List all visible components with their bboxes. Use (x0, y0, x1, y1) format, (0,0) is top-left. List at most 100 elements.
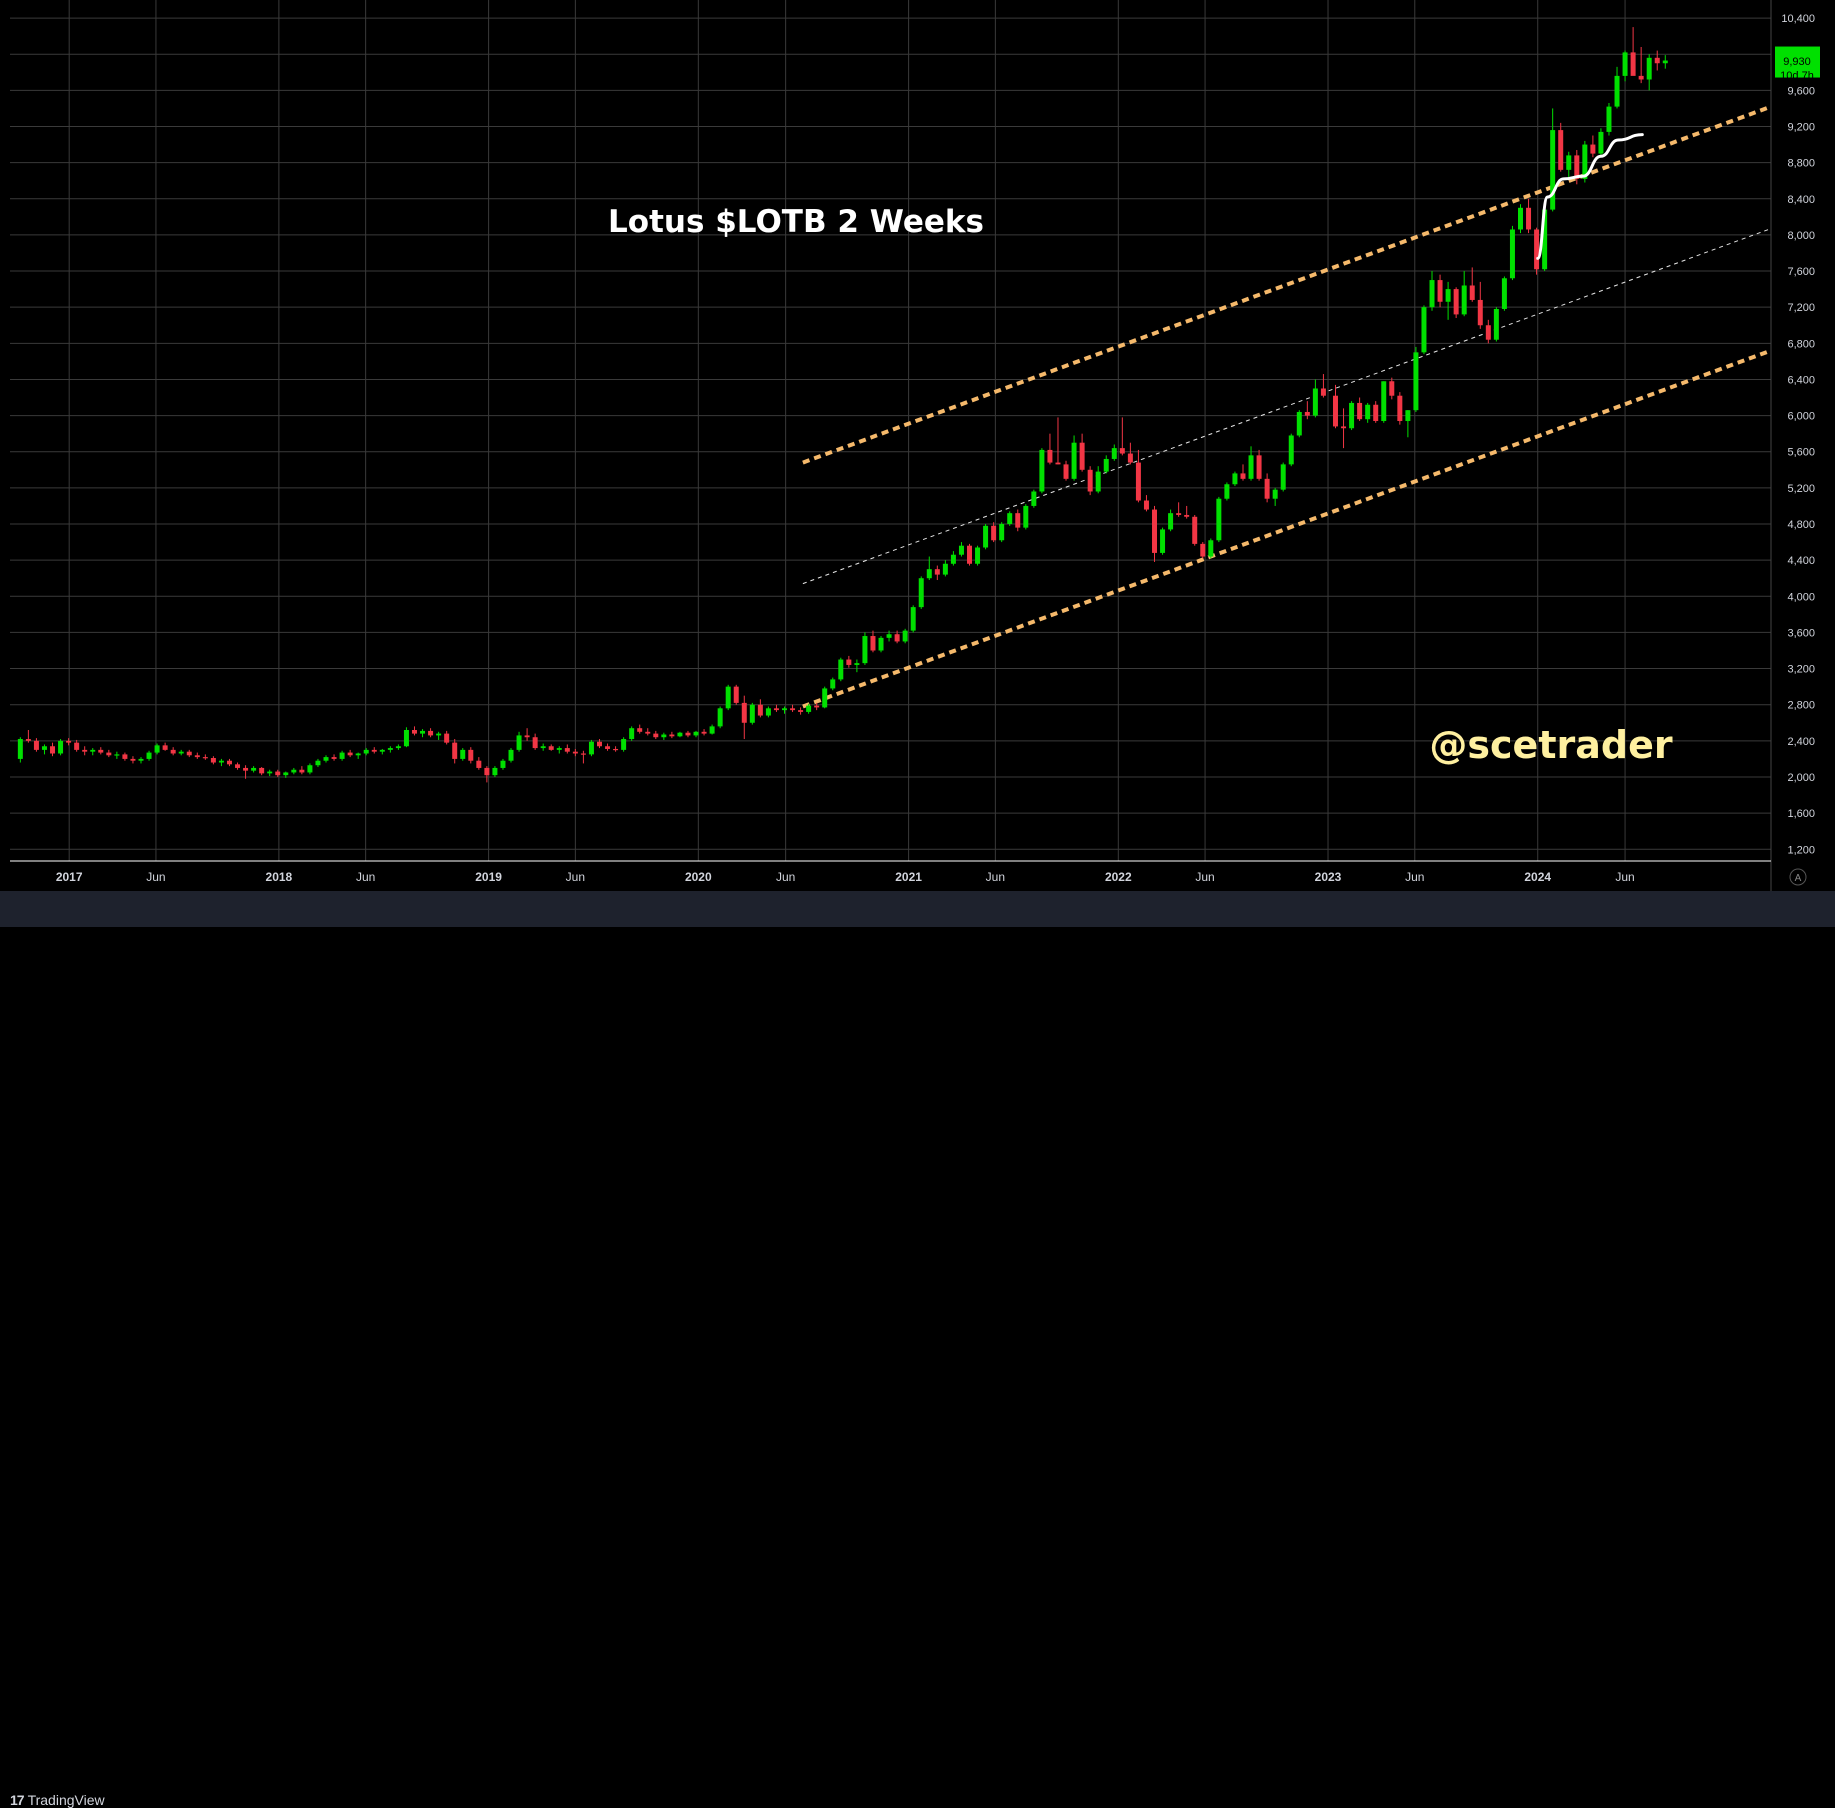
candle-body (685, 732, 691, 736)
time-tick-label: 2019 (475, 870, 502, 884)
candle-body (1590, 144, 1596, 154)
candle-body (1445, 289, 1451, 302)
auto-scale-button[interactable]: A (1789, 868, 1807, 886)
candle-body (596, 741, 602, 747)
candle-body (1095, 471, 1101, 492)
candle-body (870, 636, 876, 651)
candle-body (717, 708, 723, 727)
channel-lower-line (802, 348, 1772, 709)
price-tick-label: 7,200 (1787, 302, 1815, 314)
candle-body (1453, 289, 1459, 315)
candle-body (605, 746, 611, 749)
candle-body (1264, 478, 1270, 499)
price-chart[interactable]: Lotus $LOTB 2 Weeks @scetrader 1,200 1,60… (0, 0, 1835, 891)
price-tick-label: 8,000 (1787, 230, 1815, 242)
auto-scale-circle[interactable] (1789, 868, 1807, 886)
candle-body (653, 733, 659, 738)
auto-scale-label[interactable]: A (1795, 873, 1802, 884)
candle-body (1168, 513, 1174, 530)
candle-body (146, 752, 152, 759)
price-tag-background (1775, 46, 1820, 78)
price-tick-label: 8,400 (1787, 194, 1815, 206)
candle-body (1606, 106, 1612, 132)
candle-body (1312, 388, 1318, 416)
candle-body (621, 739, 627, 750)
candle-body (1304, 411, 1310, 416)
price-tick-label: 6,000 (1787, 411, 1815, 423)
candle-body (307, 765, 313, 773)
candle-body (1288, 435, 1294, 465)
candle-body (798, 710, 804, 712)
candle-body (1143, 500, 1149, 510)
candle-body (363, 749, 369, 754)
candle-body (1160, 529, 1166, 553)
candle-body (1216, 498, 1222, 541)
candle-body (1397, 395, 1403, 422)
candle-body (243, 767, 249, 771)
tradingview-mark-icon: 17 (10, 1792, 25, 1808)
candle-body (1598, 131, 1604, 154)
candle-body (894, 634, 900, 642)
candle-body (1349, 402, 1355, 429)
candle-body (1200, 543, 1206, 557)
candle-body (1526, 207, 1532, 230)
candle-body (1550, 130, 1556, 210)
candle-body (1429, 280, 1435, 308)
time-axis[interactable]: 2017 Jun 2018 Jun 2019 Jun 2020 Jun 2021 Jun 2022 J… (10, 860, 1771, 884)
candle-body (1031, 491, 1037, 506)
candle-body (806, 705, 812, 712)
candle-body (862, 636, 868, 664)
candle-body (1176, 513, 1182, 515)
candle-body (983, 525, 989, 548)
candle-body (942, 563, 948, 575)
candle-body (420, 730, 426, 734)
candle-body (315, 760, 321, 766)
candle-body (782, 708, 787, 711)
candle-body (235, 764, 241, 768)
price-tick-label: 9,600 (1787, 85, 1815, 97)
candle-body (114, 754, 120, 756)
candle-body (556, 748, 562, 750)
candle-body (765, 708, 771, 716)
time-tick-label: Jun (1405, 870, 1424, 884)
candle-body (548, 746, 554, 750)
candle-body (934, 569, 940, 575)
candle-body (701, 731, 707, 734)
candle-body (958, 545, 964, 555)
candle-body (580, 753, 586, 755)
candle-body (757, 704, 763, 716)
candle-body (1087, 469, 1093, 492)
channel-middle-line (802, 228, 1772, 585)
tradingview-logo[interactable]: 17 TradingView (10, 1792, 105, 1808)
candle-body (1111, 448, 1117, 459)
candle-body (500, 760, 506, 768)
candle-body (251, 767, 257, 771)
candle-body (154, 745, 160, 753)
price-axis[interactable]: 1,200 1,600 2,000 2,400 2,800 3,200 3,600 4,000… (1770, 0, 1815, 891)
candle-body (41, 746, 47, 750)
candle-body (1477, 299, 1483, 326)
candle-body (733, 686, 739, 703)
candlestick-series[interactable] (17, 27, 1668, 783)
candle-body (1582, 144, 1588, 179)
candle-body (1208, 540, 1214, 557)
candle-body (186, 751, 192, 756)
candle-body (991, 525, 997, 541)
candle-body (299, 769, 305, 773)
candle-body (1630, 52, 1636, 76)
candle-body (411, 729, 417, 734)
candle-body (1381, 381, 1387, 422)
candle-body (226, 760, 232, 765)
candle-body (1493, 308, 1499, 340)
candle-body (138, 758, 144, 761)
candle-body (741, 702, 747, 723)
price-tick-label: 5,200 (1787, 483, 1815, 495)
candle-body (838, 659, 844, 680)
candle-body (999, 524, 1005, 541)
candle-body (1248, 455, 1254, 479)
candle-body (1437, 280, 1443, 302)
candle-body (1405, 410, 1411, 422)
candle-body (1103, 458, 1109, 472)
candle-body (1232, 473, 1238, 485)
candle-body (878, 637, 884, 651)
